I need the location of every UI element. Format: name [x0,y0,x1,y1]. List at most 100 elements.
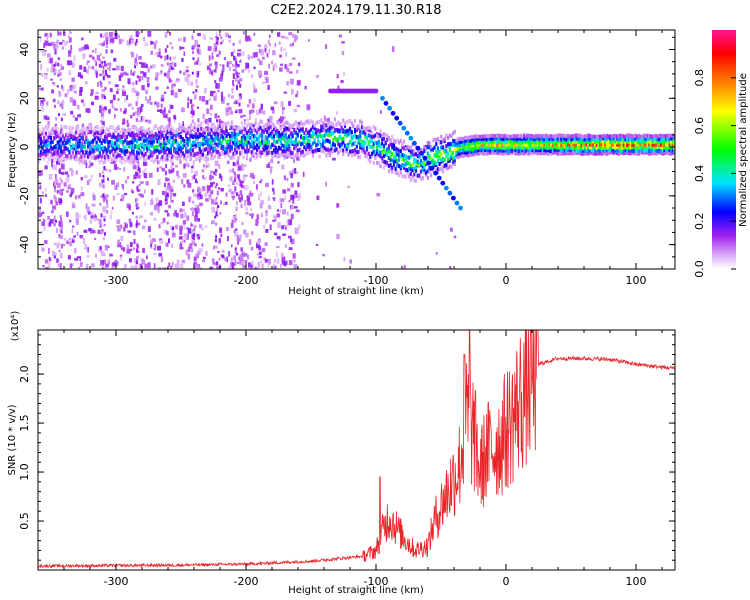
spectrogram-noise-cell [133,111,136,116]
spectrogram-noise-cell [142,72,147,76]
spectrogram-ridge-cell [210,124,213,129]
spectrogram-ridge-cell [333,117,336,122]
spectrogram-ridge-cell [507,134,510,139]
spectrogram-ridge-cell [272,126,276,131]
spectrogram-ridge-cell [102,129,105,134]
spectrogram-ridge-cell [176,127,179,132]
spectrogram-noise-cell [266,164,270,168]
spectrogram-noise-cell [150,50,153,55]
spectrogram-noise-cell [268,162,271,166]
spectrogram-ridge-cell [181,143,184,148]
spectrogram-ridge-cell [489,148,492,153]
spectrogram-noise-cell [53,223,56,227]
spectrogram-ridge-cell [594,137,597,142]
spectrogram-ridge-cell [588,151,592,155]
spectrogram-noise-cell [73,99,76,102]
spectrogram-noise-cell [148,262,151,266]
spectrogram-noise-cell [174,224,178,230]
spectrogram-noise-cell [228,109,232,115]
spectrogram-noise-cell [249,193,254,197]
spectrogram-ridge-cell [624,145,627,150]
spectrogram-ridge-cell [88,141,91,146]
spectrogram-ridge-cell [88,160,91,165]
spectrogram-noise-cell [236,192,239,196]
spectrogram-ridge-cell [190,133,193,138]
spectrogram-noise-cell [251,103,255,109]
spectrogram-noise-cell [125,179,128,184]
spectrogram-ridge-cell [222,135,225,140]
spectrogram-ridge-cell [66,135,69,140]
spectrogram-ridge-cell [318,140,321,145]
spectrogram-ridge-cell [103,155,107,160]
spectrogram-ridge-cell [387,148,390,153]
spectrogram-ridge-cell [649,148,652,153]
spectrogram-ridge-cell [93,155,96,160]
spectrogram-ridge-cell [245,155,249,160]
spectrogram-noise-cell [171,61,174,66]
snr-x-ticks: -300 -200 -100 0 100 [37,330,663,588]
spectrogram-ridge-cell [87,129,90,134]
spectrogram-ridge-cell [316,139,320,144]
spectrogram-noise-cell [130,69,132,76]
spectrogram-noise-cell [211,189,214,193]
spectrogram-noise-cell [67,184,71,187]
spectrogram-ridge-cell [308,150,311,155]
spectrogram-ridge-cell [573,143,576,148]
spectrogram-noise-cell [99,59,101,63]
spectrogram-ridge-cell [203,135,206,140]
spectrogram-noise-cell [183,184,186,188]
spectrogram-noise-cell [228,61,232,65]
spectrogram-ridge-cell [528,139,531,144]
spectrogram-ridge-cell [567,151,570,156]
spectrogram-noise-cell [83,229,88,233]
spectrogram-noise-cell [135,111,139,116]
spectrogram-noise-cell [157,109,161,112]
spectrogram-ridge-cell [453,143,456,147]
spectrogram-ridge-cell [563,151,566,156]
spectrogram-noise-cell [44,188,47,192]
colorbar-gradient [712,30,736,269]
spectrogram-ridge-cell [411,174,414,179]
spectrogram-ridge-cell [48,141,51,146]
spectrogram-noise-cell [170,165,173,170]
spectrogram-noise-cell [46,152,49,157]
spectrogram-ridge-cell [499,133,502,138]
spectrogram-noise-cell [244,130,247,136]
spectrogram-ridge-cell [360,139,363,144]
spectrogram-noise-cell [163,229,168,235]
spectrogram-ridge-cell [480,143,483,147]
spectrogram-noise-cell [104,73,108,77]
spectrogram-noise-cell [135,80,138,85]
spectrogram-noise-cell [109,100,114,104]
spectrogram-noise-cell [40,231,43,235]
spectrogram-ridge-cell [240,150,243,154]
spectrogram-noise-cell [191,229,193,235]
spectrogram-ridge-cell [161,124,164,129]
spectrogram-ridge-cell [582,137,585,142]
spectrogram-ridge-cell [325,128,328,133]
spectrogram-ridge-cell [325,138,328,143]
spectrogram-ridge-cell [638,142,641,147]
spectrogram-noise-cell [216,183,218,186]
spectrogram-noise-cell [49,219,54,224]
spectrogram-ridge-cell [98,160,101,165]
spectrogram-noise-cell [251,216,253,219]
spectrogram-ridge-cell [560,137,563,142]
spectrogram-ridge-cell [597,134,600,139]
spectrogram-ridge-cell [408,155,411,160]
spectrogram-noise-cell [256,242,260,249]
spectrogram-ridge-cell [120,134,123,139]
spectrogram-ridge-cell [131,149,134,154]
spectrogram-noise-cell [155,72,159,78]
spectrogram-ridge-cell [51,139,54,144]
spectrogram-ridge-cell [524,139,527,144]
spectrogram-noise-cell [214,160,219,167]
spectrogram-noise-cell [138,120,142,123]
spectrogram-ridge-cell [548,145,551,150]
spectrogram-noise-cell [279,209,282,213]
spectrogram-noise-cell [215,32,218,37]
spectrogram-noise-cell [140,103,144,107]
spectrogram-noise-cell [134,65,137,69]
spectrogram-ridge-cell [556,147,559,152]
spectrogram-noise-cell [60,171,65,175]
